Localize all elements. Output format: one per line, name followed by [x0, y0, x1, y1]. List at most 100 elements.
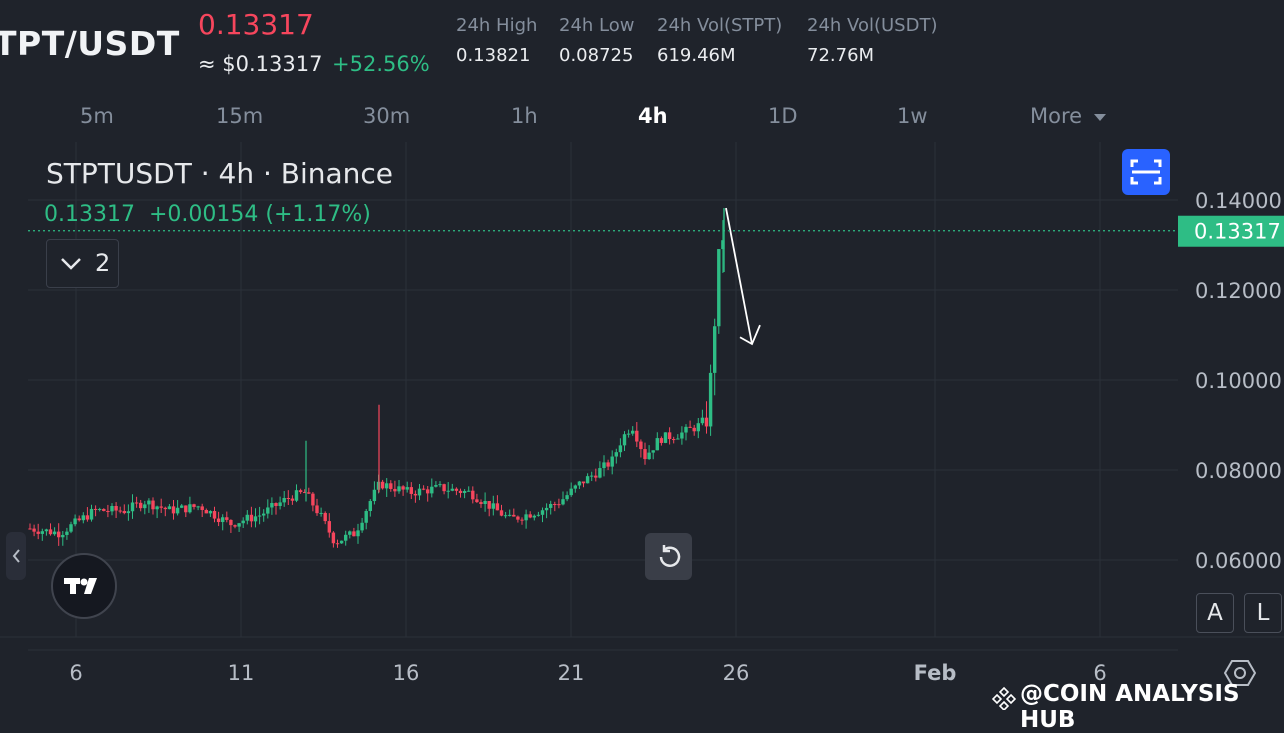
- candle-body: [606, 462, 610, 467]
- candle-body: [249, 514, 254, 522]
- candle-body: [262, 513, 266, 516]
- candle-body: [692, 427, 696, 432]
- indicator-count: 2: [95, 249, 111, 277]
- candle-body: [475, 499, 479, 503]
- candle-body: [458, 490, 463, 493]
- time-tick-label: 6: [69, 661, 82, 685]
- candle-body: [241, 520, 245, 524]
- candle-body: [569, 488, 573, 496]
- tab-5m[interactable]: 5m: [80, 104, 114, 128]
- time-tick-label: 11: [228, 661, 255, 685]
- candle-body: [327, 521, 331, 533]
- tab-1d[interactable]: 1D: [768, 104, 798, 128]
- log-scale-button[interactable]: L: [1244, 593, 1282, 633]
- chevron-left-icon: [12, 549, 20, 563]
- tab-30m[interactable]: 30m: [363, 104, 411, 128]
- binance-logo-icon: [992, 686, 1016, 710]
- ohlc-legend: 0.13317 +0.00154 (+1.17%): [44, 202, 371, 227]
- candle-body: [520, 519, 524, 521]
- candle-body: [561, 499, 565, 505]
- candle-body: [417, 488, 422, 496]
- candle-body: [454, 488, 459, 491]
- candle-body: [106, 510, 110, 512]
- reset-icon: [659, 545, 681, 567]
- candle-body: [483, 501, 487, 505]
- settings-icon[interactable]: [1224, 658, 1256, 688]
- candle-body: [700, 417, 705, 424]
- tradingview-logo[interactable]: [51, 553, 117, 619]
- price-tick-label: 0.12000: [1195, 279, 1282, 303]
- candle-body: [626, 433, 631, 435]
- candle-body: [130, 502, 135, 512]
- candle-body: [200, 506, 204, 510]
- candle-body: [524, 514, 528, 521]
- candle-body: [196, 506, 200, 508]
- candle-body: [438, 484, 442, 486]
- candle-body: [221, 517, 225, 523]
- candle-body: [471, 490, 475, 500]
- candle-body: [143, 504, 147, 509]
- candle-body: [77, 518, 81, 521]
- tab-4h[interactable]: 4h: [638, 104, 668, 128]
- candle-body: [40, 531, 44, 534]
- time-tick-label: Feb: [914, 661, 957, 685]
- candle-body: [278, 502, 282, 506]
- side-panel-toggle[interactable]: [6, 532, 26, 580]
- price-chart[interactable]: 0.14000 0.12000 0.10000 0.08000 0.06000 6 11 16…: [0, 142, 1284, 720]
- candle-body: [253, 516, 258, 522]
- price-change-percent: +52.56%: [332, 52, 430, 76]
- auto-scale-button[interactable]: A: [1196, 593, 1234, 633]
- tab-1w[interactable]: 1w: [897, 104, 928, 128]
- candle-body: [614, 452, 618, 457]
- candle-body: [479, 502, 483, 505]
- candle-body: [98, 508, 102, 510]
- stat-value-24h-vol-base: 619.46M: [657, 45, 736, 66]
- indicators-toggle[interactable]: [46, 239, 119, 288]
- arrow-head: [739, 324, 761, 346]
- candle-body: [32, 528, 36, 532]
- fullscreen-button[interactable]: [1122, 149, 1170, 195]
- chevron-down-icon: [61, 258, 81, 270]
- watermark-text: @COIN ANALYSIS HUB: [1020, 681, 1240, 733]
- candle-body: [348, 531, 352, 535]
- candle-body: [282, 497, 286, 503]
- candle-body: [577, 481, 582, 486]
- candle-body: [245, 514, 249, 521]
- tab-more[interactable]: More: [1030, 104, 1107, 128]
- price-tick-label: 0.14000: [1195, 189, 1282, 213]
- tab-15m[interactable]: 15m: [216, 104, 264, 128]
- candle-body: [216, 518, 221, 523]
- trend-arrow: [725, 207, 761, 346]
- stat-label-24h-vol-quote: 24h Vol(USDT): [807, 15, 938, 36]
- candle-body: [721, 240, 725, 250]
- candle-body: [290, 498, 295, 501]
- candle-body: [713, 326, 717, 373]
- stat-value-24h-vol-quote: 72.76M: [807, 45, 875, 66]
- stat-value-24h-low: 0.08725: [559, 45, 634, 66]
- candle-body: [696, 423, 700, 432]
- candle-body: [426, 489, 430, 494]
- candle-body: [495, 503, 500, 511]
- pair-title[interactable]: TPT/USDT: [0, 24, 180, 63]
- candle-body: [385, 483, 389, 489]
- reset-chart-button[interactable]: [645, 533, 692, 580]
- candle-body: [233, 525, 237, 527]
- candle-body: [208, 511, 213, 514]
- time-tick-label: 26: [723, 661, 750, 685]
- candle-body: [573, 485, 577, 489]
- candle-body: [257, 515, 262, 517]
- candle-body: [319, 512, 323, 514]
- candle-body: [73, 518, 77, 525]
- candle-body: [639, 441, 643, 450]
- candlesticks: [28, 208, 725, 548]
- stat-label-24h-high: 24h High: [456, 15, 538, 36]
- candle-body: [389, 483, 393, 489]
- candle-body: [356, 530, 360, 537]
- candle-body: [553, 503, 557, 505]
- candle-body: [323, 512, 327, 522]
- tab-1h[interactable]: 1h: [511, 104, 538, 128]
- stat-label-24h-low: 24h Low: [559, 15, 635, 36]
- candle-body: [364, 511, 368, 523]
- candle-body: [307, 492, 311, 494]
- candle-body: [512, 514, 516, 517]
